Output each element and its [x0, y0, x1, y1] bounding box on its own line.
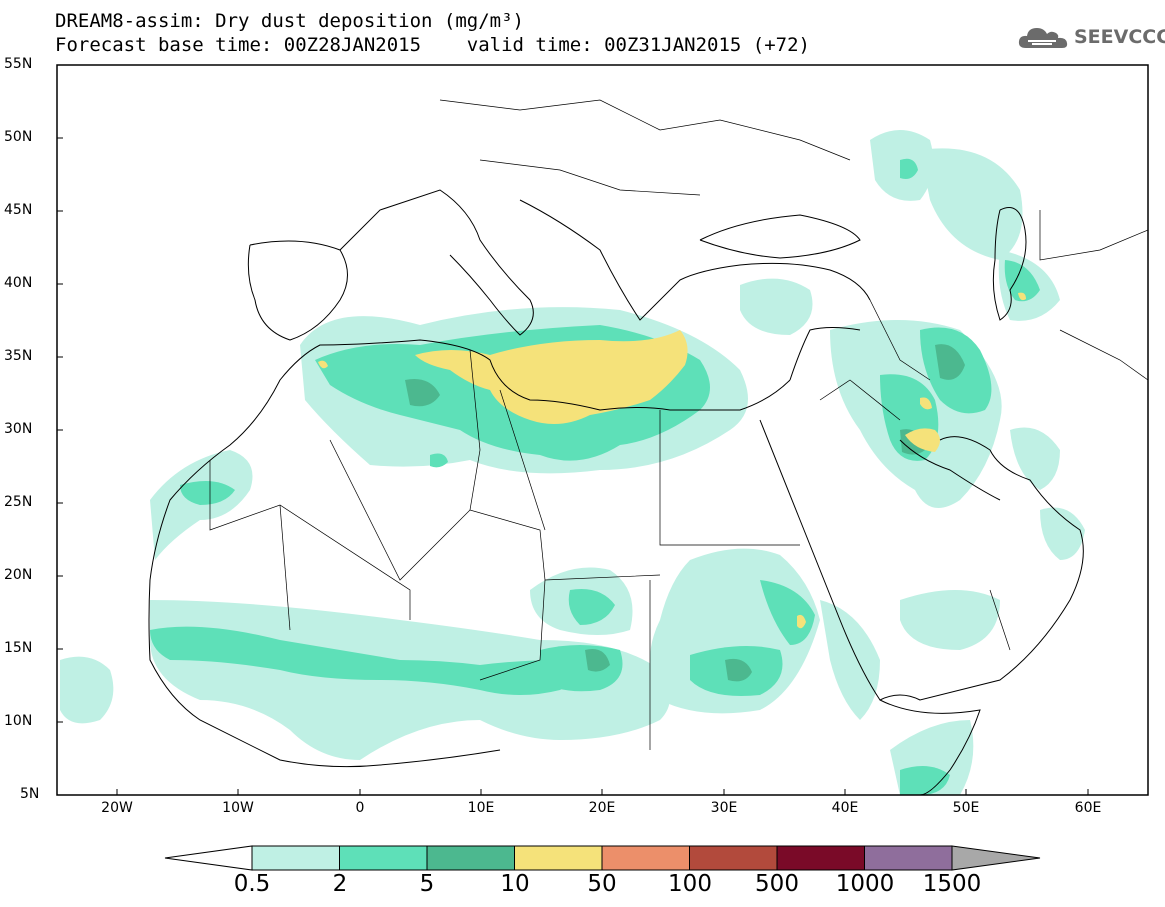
forecast-time-line: Forecast base time: 00Z28JAN2015 valid t… [55, 34, 810, 56]
axis-ticks [57, 64, 1089, 795]
map-title: DREAM8-assim: Dry dust deposition (mg/m³… [55, 10, 524, 32]
colorbar-label: 5 [419, 871, 435, 897]
lon-label: 20E [588, 800, 616, 816]
colorbar-label: 100 [668, 871, 712, 897]
dust-level-10 [318, 292, 1026, 629]
coastlines [148, 189, 1084, 795]
colorbar-label: 2 [332, 871, 348, 897]
colorbar-box [864, 845, 953, 871]
lon-label: 60E [1074, 800, 1102, 816]
lat-label: 25N [4, 494, 33, 510]
dust-field [60, 130, 1085, 795]
seevccc-logo: SEEVCCC [1018, 24, 1165, 50]
colorbar-label: 50 [587, 871, 617, 897]
lat-label: 20N [4, 567, 33, 583]
colorbar-box [514, 845, 603, 871]
lon-label: 10E [467, 800, 495, 816]
colorbar-left-arrow [164, 845, 253, 871]
colorbar-box [689, 845, 778, 871]
colorbar-label: 10 [500, 871, 530, 897]
logo-text: SEEVCCC [1074, 26, 1165, 48]
colorbar-boxes [251, 845, 953, 871]
colorbar-label: 1000 [835, 871, 895, 897]
colorbar [164, 845, 1041, 871]
colorbar-box [776, 845, 865, 871]
lon-label: 10W [222, 800, 254, 816]
colorbar-label: 1500 [922, 871, 982, 897]
lon-label: 0 [355, 800, 365, 816]
lat-label: 30N [4, 421, 33, 437]
lon-label: 40E [831, 800, 859, 816]
colorbar-box [251, 845, 340, 871]
colorbar-label: 0.5 [233, 871, 271, 897]
colorbar-right-arrow [951, 845, 1041, 871]
colorbar-label: 500 [755, 871, 799, 897]
lat-label: 35N [4, 348, 33, 364]
country-borders [209, 99, 1148, 750]
cloud-logo-icon [1018, 28, 1068, 48]
lon-label: 30E [710, 800, 738, 816]
lat-label: 55N [4, 56, 33, 72]
lon-label: 20W [101, 800, 133, 816]
lat-label: 45N [4, 202, 33, 218]
colorbar-box [339, 845, 428, 871]
lat-label: 10N [4, 713, 33, 729]
lat-label: 5N [20, 786, 40, 802]
lat-label: 15N [4, 640, 33, 656]
lat-label: 40N [4, 275, 33, 291]
colorbar-box [426, 845, 515, 871]
lon-label: 50E [952, 800, 980, 816]
colorbar-box [601, 845, 690, 871]
lat-label: 50N [4, 129, 33, 145]
